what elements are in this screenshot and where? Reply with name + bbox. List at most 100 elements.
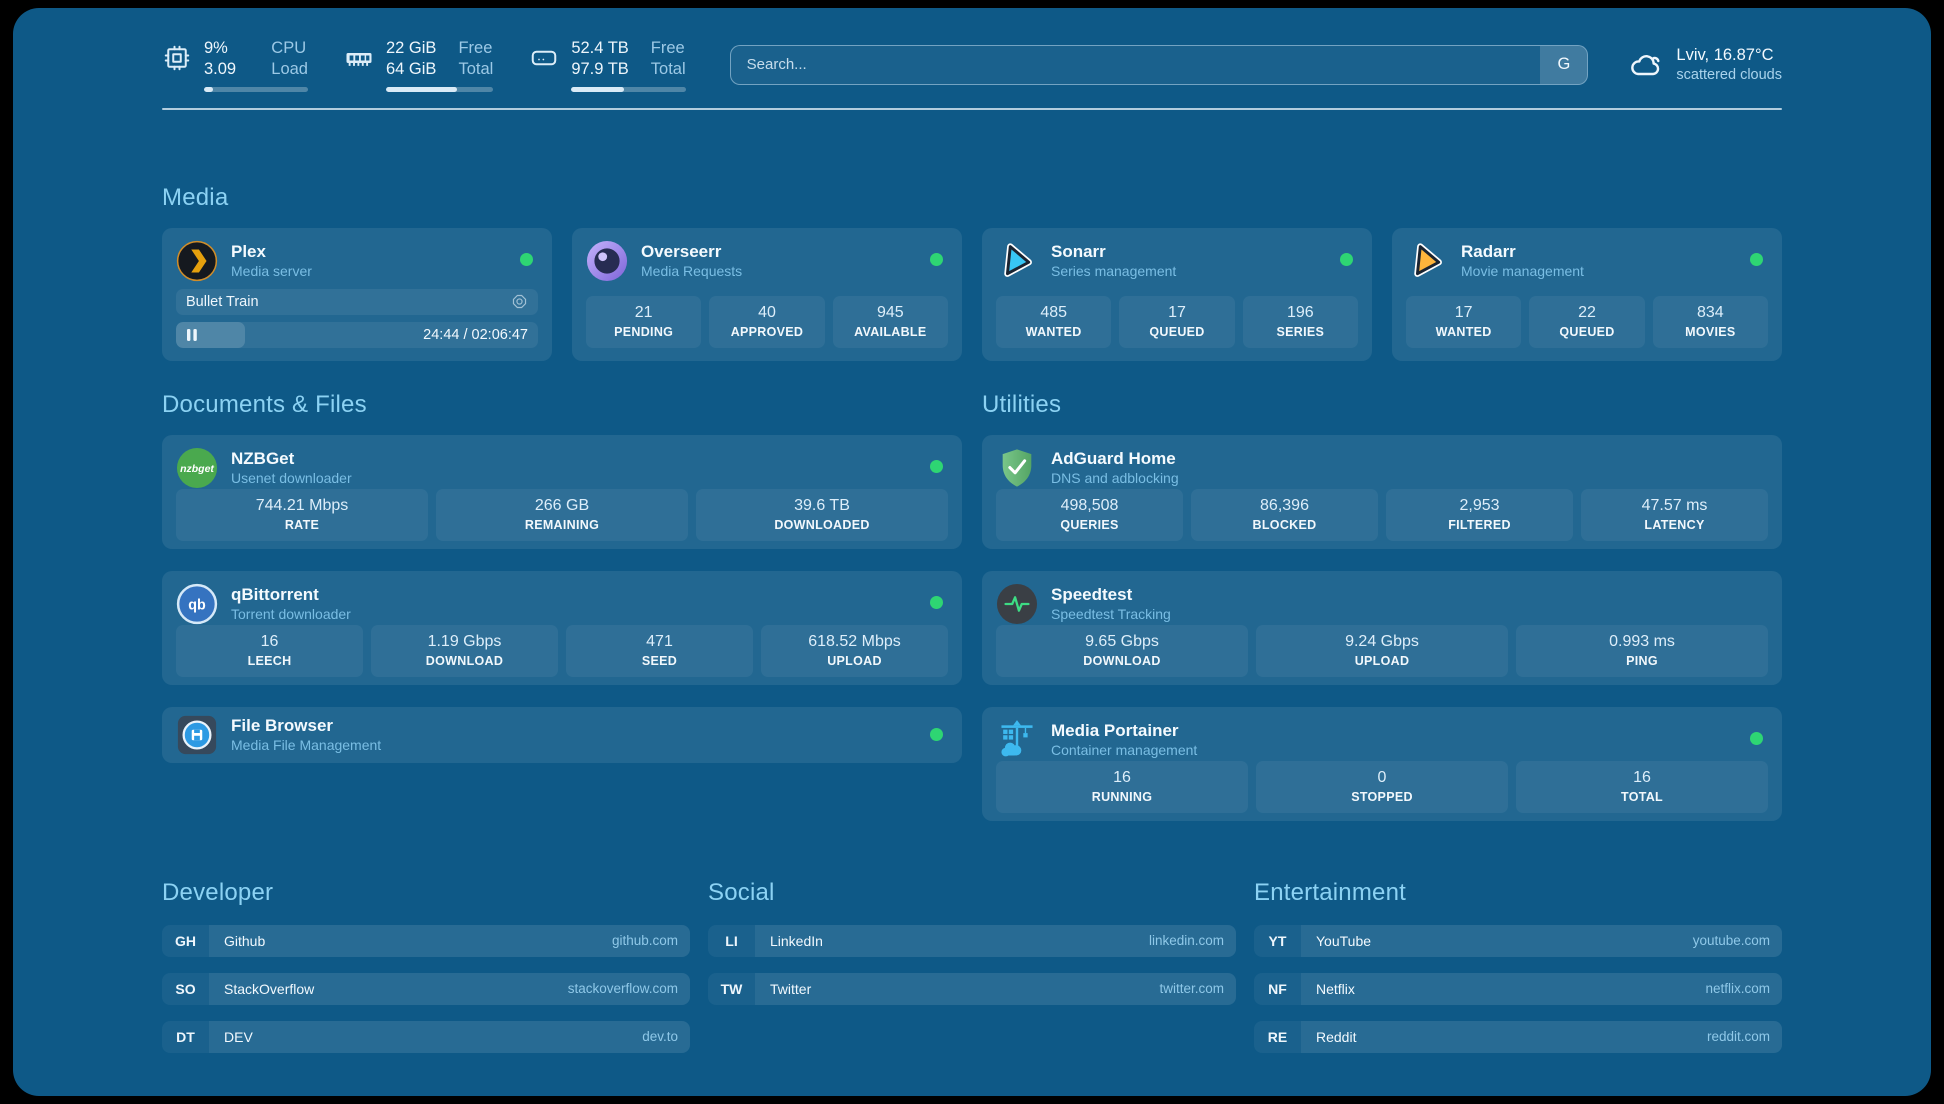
link-url: linkedin.com xyxy=(1148,933,1224,949)
memory-stat-widget: 22 GiB 64 GiB Free Total xyxy=(344,38,494,92)
link-netflix[interactable]: NF Netflix netflix.com xyxy=(1254,972,1782,1005)
adguard-card[interactable]: AdGuard Home DNS and adblocking 498,508 … xyxy=(982,434,1782,549)
svg-text:nzbget: nzbget xyxy=(180,463,214,475)
stat-value: 16 xyxy=(260,632,279,650)
storage-free-label: Free xyxy=(650,39,685,57)
speedtest-card[interactable]: Speedtest Speedtest Tracking 9.65 Gbps D… xyxy=(982,570,1782,685)
documents-section: Documents & Files nzbget NZBGet U xyxy=(162,391,962,821)
plex-icon xyxy=(176,240,218,282)
stat-label: QUERIES xyxy=(1060,517,1119,532)
portainer-card[interactable]: Media Portainer Container management 16 … xyxy=(982,706,1782,821)
stat-value: 21 xyxy=(634,303,653,321)
app-subtitle: Torrent downloader xyxy=(231,606,351,623)
stat-label: MOVIES xyxy=(1685,324,1736,339)
stat-box: 22 QUEUED xyxy=(1529,295,1645,348)
link-youtube[interactable]: YT YouTube youtube.com xyxy=(1254,924,1782,957)
search-input[interactable] xyxy=(730,45,1541,84)
stat-box: 618.52 Mbps UPLOAD xyxy=(761,624,948,677)
link-name: Github xyxy=(224,932,266,949)
link-url: stackoverflow.com xyxy=(567,981,678,997)
weather-widget: Lviv, 16.87°C scattered clouds xyxy=(1628,45,1782,85)
cpu-progress-bar xyxy=(204,86,308,92)
link-url: github.com xyxy=(611,933,678,949)
status-dot xyxy=(1750,252,1763,266)
link-name: YouTube xyxy=(1316,932,1372,949)
stat-label: DOWNLOADED xyxy=(774,517,870,532)
stat-box: 86,396 BLOCKED xyxy=(1191,488,1378,541)
system-stats: 9% 3.09 CPU Load xyxy=(162,38,686,92)
link-name: Reddit xyxy=(1316,1028,1357,1045)
link-twitter[interactable]: TW Twitter twitter.com xyxy=(708,972,1236,1005)
app-subtitle: Media server xyxy=(231,263,312,280)
stat-label: APPROVED xyxy=(730,324,804,339)
app-title: Speedtest xyxy=(1051,585,1133,605)
stat-value: 945 xyxy=(876,303,904,321)
stat-value: 2,953 xyxy=(1459,496,1500,514)
link-stackoverflow[interactable]: SO StackOverflow stackoverflow.com xyxy=(162,972,690,1005)
memory-free-label: Free xyxy=(458,39,493,57)
app-title: qBittorrent xyxy=(231,585,319,605)
stat-value: 17 xyxy=(1168,303,1186,321)
stat-value: 22 xyxy=(1578,303,1596,321)
radarr-card[interactable]: Radarr Movie management 17 WANTED 22 QUE… xyxy=(1392,227,1782,361)
pause-icon xyxy=(187,328,197,341)
link-linkedin[interactable]: LI LinkedIn linkedin.com xyxy=(708,924,1236,957)
link-name: Twitter xyxy=(770,980,812,997)
qbittorrent-icon: qb xyxy=(176,583,218,625)
stat-box: 1.19 Gbps DOWNLOAD xyxy=(371,624,558,677)
pause-button[interactable] xyxy=(186,328,198,342)
stat-label: UPLOAD xyxy=(1354,653,1410,668)
utilities-section: Utilities xyxy=(982,391,1782,821)
link-url: youtube.com xyxy=(1692,933,1770,949)
app-subtitle: Series management xyxy=(1051,263,1177,280)
stat-box: 945 AVAILABLE xyxy=(832,295,948,348)
now-playing-settings-button[interactable] xyxy=(511,293,528,310)
qbittorrent-card[interactable]: qb qBittorrent Torrent downloader 16 LEE… xyxy=(162,570,962,685)
speedtest-icon xyxy=(996,583,1038,625)
filebrowser-icon xyxy=(176,714,218,756)
status-dot xyxy=(1750,731,1763,745)
sonarr-card[interactable]: Sonarr Series management 485 WANTED 17 Q… xyxy=(982,227,1372,361)
status-dot xyxy=(930,728,943,742)
stat-label: PING xyxy=(1626,653,1658,668)
app-title: File Browser xyxy=(231,716,334,736)
search-engine-button[interactable]: G xyxy=(1540,45,1588,84)
stat-box: 196 SERIES xyxy=(1242,295,1358,348)
stat-box: 2,953 FILTERED xyxy=(1386,488,1573,541)
overseerr-icon xyxy=(586,240,628,282)
stat-value: 498,508 xyxy=(1060,496,1119,514)
link-reddit[interactable]: RE Reddit reddit.com xyxy=(1254,1020,1782,1053)
stat-label: FILTERED xyxy=(1448,517,1511,532)
media-section-title: Media xyxy=(162,183,229,211)
entertainment-section-title: Entertainment xyxy=(1254,878,1407,906)
status-dot xyxy=(1340,252,1353,266)
stat-box: 266 GB REMAINING xyxy=(436,488,688,541)
nzbget-card[interactable]: nzbget NZBGet Usenet downloader 744.21 M… xyxy=(162,434,962,549)
plex-card[interactable]: Plex Media server Bullet Train xyxy=(162,227,552,361)
utilities-section-title: Utilities xyxy=(982,390,1062,418)
disk-icon xyxy=(532,50,557,66)
stat-value: 485 xyxy=(1040,303,1068,321)
cpu-load-value: 3.09 xyxy=(204,60,237,79)
app-title: Plex xyxy=(231,242,266,262)
stat-value: 9.24 Gbps xyxy=(1345,632,1419,650)
stat-box: 40 APPROVED xyxy=(709,295,825,348)
stat-value: 266 GB xyxy=(534,496,590,514)
header-divider xyxy=(162,107,1782,110)
stat-label: WANTED xyxy=(1435,324,1492,339)
cpu-usage-value: 9% xyxy=(204,39,228,57)
overseerr-card[interactable]: Overseerr Media Requests 21 PENDING 40 A… xyxy=(572,227,962,361)
link-abbr: YT xyxy=(1254,924,1301,957)
aperture-icon xyxy=(512,295,527,309)
stat-box: 17 QUEUED xyxy=(1119,295,1235,348)
playback-progress-bar: 24:44 / 02:06:47 xyxy=(176,321,538,348)
stat-value: 9.65 Gbps xyxy=(1085,632,1159,650)
stat-value: 834 xyxy=(1696,303,1724,321)
stat-label: AVAILABLE xyxy=(854,324,927,339)
link-dev[interactable]: DT DEV dev.to xyxy=(162,1020,690,1053)
link-name: Netflix xyxy=(1316,980,1355,997)
cloud-icon xyxy=(1631,55,1660,76)
stat-label: QUEUED xyxy=(1149,324,1205,339)
link-github[interactable]: GH Github github.com xyxy=(162,924,690,957)
filebrowser-card[interactable]: File Browser Media File Management xyxy=(162,706,962,763)
